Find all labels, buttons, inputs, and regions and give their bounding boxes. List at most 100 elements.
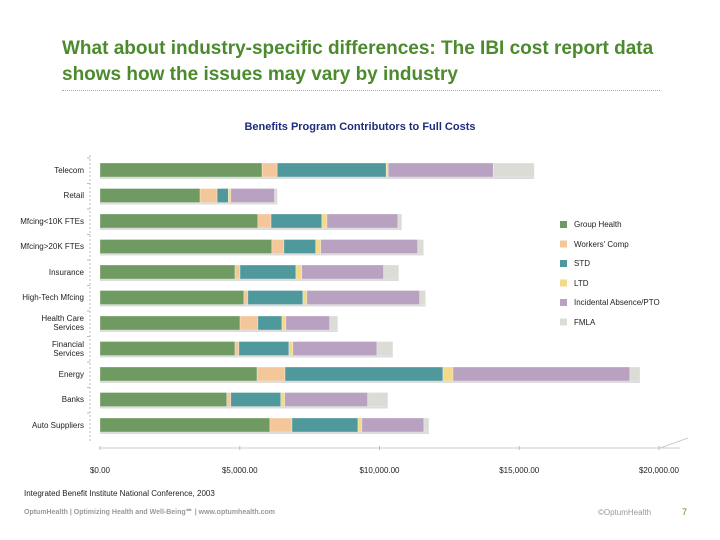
bar-segment <box>315 239 322 254</box>
legend-label: LTD <box>574 278 589 288</box>
bar-segment <box>383 264 400 280</box>
bar-segment <box>284 392 369 407</box>
bar-segment <box>283 239 317 254</box>
category-label: Telecom <box>54 165 84 175</box>
bar-segment <box>226 392 232 407</box>
bar-segment <box>199 188 218 203</box>
page-number: 7 <box>682 507 688 517</box>
legend-label: Incidental Absence/PTO <box>574 298 660 307</box>
bar-segment <box>387 162 494 178</box>
bar-segment <box>306 290 421 305</box>
bar-segment <box>271 239 285 254</box>
legend-label: Workers' Comp <box>574 239 629 249</box>
bar-segment <box>281 315 287 331</box>
bar-segment <box>99 264 236 280</box>
bar-segment <box>257 315 283 331</box>
bar-segment <box>361 417 425 433</box>
bar-segment <box>321 213 328 229</box>
bar-segment <box>238 341 290 356</box>
legend-swatch <box>560 299 567 306</box>
legend-label: Group Health <box>574 220 622 229</box>
footer: OptumHealth | Optimizing Health and Well… <box>24 509 276 516</box>
floor-edge <box>659 437 689 449</box>
copyright: ©OptumHealth <box>598 508 652 517</box>
bar-segment <box>452 366 631 382</box>
bar-segment <box>269 417 293 433</box>
category-label: Banks <box>61 395 84 404</box>
bar-segment <box>239 315 259 331</box>
bar-segment <box>302 290 308 305</box>
category-label: Insurance <box>48 267 84 277</box>
bar-segment <box>99 366 258 382</box>
x-tick-label: $10,000.00 <box>359 466 400 475</box>
bar-segment <box>99 239 273 254</box>
legend-label: STD <box>574 259 590 268</box>
legend-label: FMLA <box>574 317 596 327</box>
bar-segment <box>442 366 454 382</box>
slide-title: What about industry-specific differences… <box>62 38 654 85</box>
bar-segment <box>357 417 363 433</box>
bar-segment <box>326 213 399 229</box>
category-label: Mfcing<10K FTEs <box>20 216 84 226</box>
bar-segment <box>417 239 424 254</box>
bar-segment <box>243 290 249 305</box>
bar-segment <box>376 341 394 356</box>
bar-segment <box>99 188 201 203</box>
divider <box>62 90 660 91</box>
bar-segment <box>288 341 294 356</box>
bar-segment <box>301 264 384 280</box>
bar-segment <box>230 392 282 407</box>
bar-segment <box>419 290 426 305</box>
bar-segment <box>216 188 229 203</box>
bar-segment <box>99 341 236 356</box>
bar-segment <box>256 366 286 382</box>
x-tick-label: $20,000.00 <box>638 466 680 475</box>
bar-segment <box>99 213 259 229</box>
x-tick-label: $15,000.00 <box>499 466 540 475</box>
bar-segment <box>99 290 245 305</box>
category-label: Energy <box>58 369 84 379</box>
legend-swatch <box>560 260 567 267</box>
bar-segment <box>99 392 228 407</box>
bar-segment <box>247 290 304 305</box>
bar-segment <box>274 188 278 203</box>
legend-swatch <box>560 221 567 228</box>
category-label: Auto Suppliers <box>31 420 84 430</box>
bar-segment <box>423 417 430 433</box>
x-tick-label: $5,000.00 <box>221 466 258 475</box>
source: Integrated Benefit Institute National Co… <box>24 489 215 498</box>
bar-segment <box>234 341 240 356</box>
bar-segment <box>397 213 403 229</box>
category-label: Retail <box>63 191 84 200</box>
bar-segment <box>239 264 297 280</box>
bar-segment <box>276 162 387 178</box>
bar-segment <box>629 366 641 382</box>
bar-segment <box>329 315 339 331</box>
bar-segment <box>284 366 444 382</box>
bar-segment <box>292 341 378 356</box>
legend-swatch <box>560 240 567 248</box>
category-label: Health Care Services <box>41 314 84 332</box>
bar-segment <box>295 264 303 280</box>
bar-segment <box>99 162 263 178</box>
bar-segment <box>227 188 232 203</box>
chart-title: Benefits Program Contributors to Full Co… <box>244 121 476 133</box>
x-tick-label: $0.00 <box>89 466 111 475</box>
bar-segment <box>291 417 359 433</box>
bar-segment <box>99 417 271 433</box>
bar-segment <box>492 162 535 178</box>
legend-swatch <box>560 279 567 287</box>
bar-segment <box>99 315 241 331</box>
bar-segment <box>320 239 419 254</box>
bar-segment <box>234 264 241 280</box>
bar-segment <box>261 162 278 178</box>
bar-segment <box>285 315 331 331</box>
category-label: Financial Services <box>51 339 84 358</box>
bar-segment <box>280 392 286 407</box>
bar-segment <box>270 213 323 229</box>
category-label: High-Tech Mfcing <box>22 293 84 302</box>
legend-swatch <box>560 318 567 326</box>
bar-segment <box>257 213 272 229</box>
